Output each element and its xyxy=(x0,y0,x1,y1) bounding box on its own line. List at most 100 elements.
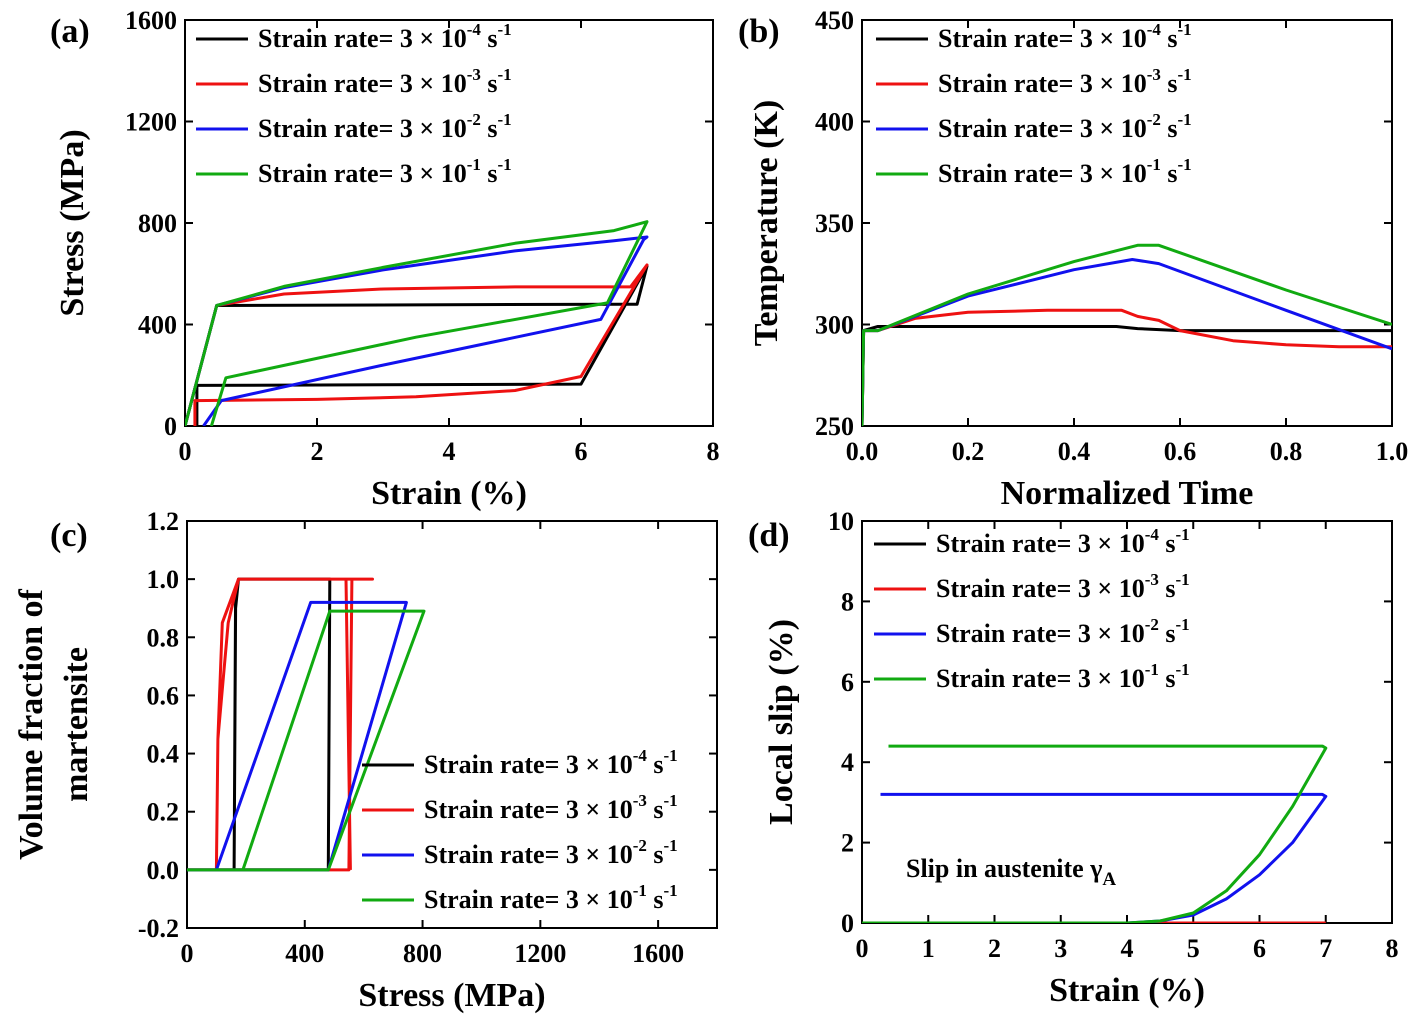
y-tick-label: 800 xyxy=(138,209,177,238)
y-tick-label: 4 xyxy=(841,748,854,777)
x-tick-label: 0.6 xyxy=(1164,437,1197,466)
x-tick-label: 1600 xyxy=(632,939,684,968)
legend-prefix: Strain rate= 3 × 10 xyxy=(258,69,467,98)
series-line-red xyxy=(185,263,649,426)
y-tick-label: 8 xyxy=(841,587,854,616)
y-tick-label: 2 xyxy=(841,829,854,858)
x-tick-label: 7 xyxy=(1319,934,1332,963)
legend-unit: s xyxy=(1161,69,1178,98)
legend-unit-exponent: -1 xyxy=(1176,525,1190,544)
legend-prefix: Strain rate= 3 × 10 xyxy=(258,159,467,188)
legend-unit: s xyxy=(481,114,498,143)
legend-exponent: -4 xyxy=(1147,20,1162,39)
legend-entry: Strain rate= 3 × 10-4 s-1 xyxy=(424,746,678,779)
x-tick-label: 0.4 xyxy=(1058,437,1091,466)
legend-unit-exponent: -1 xyxy=(498,65,512,84)
legend-unit-exponent: -1 xyxy=(664,791,678,810)
legend-entry: Strain rate= 3 × 10-4 s-1 xyxy=(938,20,1192,53)
y-axis-label-line2: martensite xyxy=(58,647,95,802)
x-axis-label: Strain (%) xyxy=(371,475,527,512)
plot-frame xyxy=(186,520,718,929)
y-tick-label: 0 xyxy=(164,412,177,441)
x-tick-label: 3 xyxy=(1054,934,1067,963)
legend-unit-exponent: -1 xyxy=(1176,570,1190,589)
y-tick-label: -0.2 xyxy=(138,914,179,943)
x-tick-label: 1200 xyxy=(514,939,566,968)
legend-unit: s xyxy=(481,69,498,98)
legend-entry: Strain rate= 3 × 10-4 s-1 xyxy=(936,525,1190,558)
series-line-blue xyxy=(187,600,408,872)
x-tick-label: 0.2 xyxy=(952,437,985,466)
legend-prefix: Strain rate= 3 × 10 xyxy=(936,664,1145,693)
legend-unit: s xyxy=(481,24,498,53)
legend-unit: s xyxy=(481,159,498,188)
legend-exponent: -3 xyxy=(633,791,647,810)
legend-exponent: -2 xyxy=(1147,110,1161,129)
y-tick-label: 0.0 xyxy=(147,856,180,885)
legend-entry: Strain rate= 3 × 10-4 s-1 xyxy=(258,20,512,53)
legend-unit: s xyxy=(1159,574,1176,603)
y-tick-label: 350 xyxy=(815,209,854,238)
legend-entry: Strain rate= 3 × 10-2 s-1 xyxy=(936,615,1190,648)
y-axis-label: Temperature (K) xyxy=(748,100,785,346)
legend-prefix: Strain rate= 3 × 10 xyxy=(424,750,633,779)
x-tick-label: 0 xyxy=(181,939,194,968)
panel-a: 0 2 4 6 8 0 400 800 1200 1600 Strain (%) Stress (MP… xyxy=(50,6,720,512)
x-tick-label: 0 xyxy=(856,934,869,963)
legend-entry: Strain rate= 3 × 10-1 s-1 xyxy=(258,155,512,188)
y-tick-label: 0.4 xyxy=(147,740,180,769)
series-line-green xyxy=(187,609,426,872)
legend-unit: s xyxy=(647,750,664,779)
legend-unit: s xyxy=(1159,619,1176,648)
legend-exponent: -3 xyxy=(1145,570,1159,589)
legend-unit-exponent: -1 xyxy=(664,881,678,900)
y-tick-label: 400 xyxy=(138,311,177,340)
y-tick-label: 400 xyxy=(815,108,854,137)
panel-label: (a) xyxy=(50,13,90,50)
series-line-green xyxy=(185,220,649,426)
annotation-subscript: A xyxy=(1102,869,1116,890)
legend-exponent: -1 xyxy=(1147,155,1161,174)
legend-prefix: Strain rate= 3 × 10 xyxy=(424,885,633,914)
legend-unit: s xyxy=(1161,24,1178,53)
legend-exponent: -4 xyxy=(633,746,648,765)
legend-entry: Strain rate= 3 × 10-3 s-1 xyxy=(424,791,678,824)
annotation-main: Slip in austenite γ xyxy=(906,854,1102,883)
legend-exponent: -1 xyxy=(467,155,481,174)
legend-exponent: -4 xyxy=(1145,525,1160,544)
x-tick-label: 400 xyxy=(285,939,324,968)
legend-prefix: Strain rate= 3 × 10 xyxy=(424,840,633,869)
y-tick-label: 250 xyxy=(815,412,854,441)
x-tick-label: 6 xyxy=(575,437,588,466)
legend-unit-exponent: -1 xyxy=(1178,155,1192,174)
legend-prefix: Strain rate= 3 × 10 xyxy=(938,159,1147,188)
series-line-red xyxy=(187,577,374,872)
panel-d: 0 1 2 3 4 5 6 7 8 0 2 4 6 8 10 Strain (%) Local slip (%)… xyxy=(748,507,1399,1009)
legend-unit: s xyxy=(647,795,664,824)
y-axis-label: Stress (MPa) xyxy=(54,129,91,316)
legend-unit: s xyxy=(1161,159,1178,188)
x-tick-label: 5 xyxy=(1187,934,1200,963)
y-tick-label: 0.6 xyxy=(147,681,180,710)
y-tick-label: 300 xyxy=(815,311,854,340)
legend-entry: Strain rate= 3 × 10-2 s-1 xyxy=(938,110,1192,143)
legend-prefix: Strain rate= 3 × 10 xyxy=(938,69,1147,98)
legend-prefix: Strain rate= 3 × 10 xyxy=(258,114,467,143)
legend-entry: Strain rate= 3 × 10-1 s-1 xyxy=(938,155,1192,188)
y-axis-label-line1: Volume fraction of xyxy=(13,588,50,859)
legend-prefix: Strain rate= 3 × 10 xyxy=(936,529,1145,558)
panel-c: 0 400 800 1200 1600 -0.2 0.0 0.2 0.4 0.6 0.8 1.0 1.2… xyxy=(13,507,718,1014)
legend-unit-exponent: -1 xyxy=(1176,615,1190,634)
y-tick-label: 1200 xyxy=(125,108,177,137)
y-tick-label: 6 xyxy=(841,668,854,697)
legend-unit: s xyxy=(1159,664,1176,693)
legend-entry: Strain rate= 3 × 10-2 s-1 xyxy=(424,836,678,869)
legend-unit: s xyxy=(1161,114,1178,143)
x-tick-label: 0 xyxy=(179,437,192,466)
x-tick-label: 1.0 xyxy=(1376,437,1409,466)
legend-unit-exponent: -1 xyxy=(1176,660,1190,679)
y-tick-label: 1.0 xyxy=(147,565,180,594)
x-tick-label: 4 xyxy=(443,437,456,466)
legend-unit-exponent: -1 xyxy=(1178,65,1192,84)
